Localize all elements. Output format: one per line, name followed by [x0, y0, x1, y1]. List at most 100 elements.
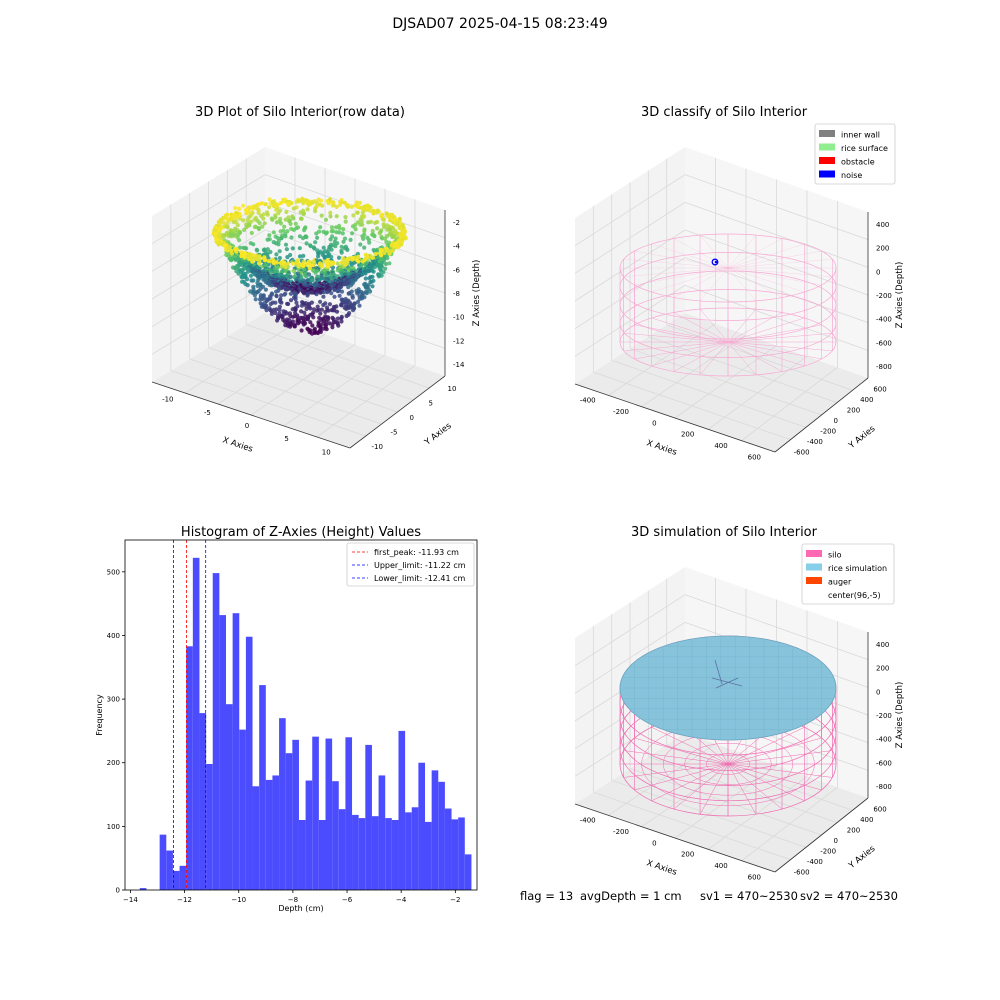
- y-tick-label: -600: [794, 449, 810, 457]
- x-tick-label: 0: [652, 419, 656, 427]
- data-point: [256, 202, 261, 207]
- data-point: [222, 243, 228, 248]
- data-point: [262, 256, 267, 261]
- data-point: [340, 231, 345, 236]
- silo-floor-spoke: [651, 763, 729, 801]
- z-tick-label: -6: [453, 266, 461, 274]
- legend-label: rice simulation: [828, 564, 887, 573]
- data-point: [239, 279, 245, 284]
- data-point: [383, 266, 388, 271]
- data-point: [301, 322, 306, 327]
- data-point: [329, 225, 335, 230]
- silo-floor-spoke: [727, 737, 822, 765]
- z-tick-label: -8: [453, 290, 460, 298]
- status-sv1: sv1 = 470~2530: [700, 889, 798, 903]
- data-point: [313, 270, 318, 275]
- data-point: [316, 254, 321, 259]
- plot-frame: [124, 539, 478, 891]
- silo-top-spoke: [623, 267, 729, 277]
- data-point: [293, 297, 298, 302]
- x-tick-label: 5: [284, 435, 288, 443]
- data-point: [229, 248, 234, 253]
- silo-top-spoke: [727, 267, 783, 298]
- histogram-bar: [464, 854, 472, 890]
- data-point: [249, 278, 254, 283]
- data-point: [359, 219, 364, 224]
- data-point: [366, 269, 372, 274]
- data-point: [383, 236, 388, 241]
- data-point: [370, 284, 375, 289]
- data-point: [241, 203, 246, 208]
- data-point: [326, 308, 331, 313]
- data-point: [319, 307, 324, 312]
- data-point: [315, 304, 320, 309]
- silo-top-spoke: [699, 235, 729, 269]
- data-point: [390, 212, 395, 218]
- data-point: [282, 260, 287, 265]
- data-point: [339, 289, 345, 294]
- data-point: [239, 250, 244, 255]
- data-point: [372, 234, 377, 239]
- y-tick-label: 5: [429, 400, 433, 408]
- data-point: [228, 258, 234, 263]
- data-point: [299, 216, 304, 221]
- data-point: [348, 237, 353, 242]
- panel-histogram: Histogram of Z-Axies (Height) Values −14 −…: [95, 525, 478, 913]
- data-point: [305, 293, 310, 298]
- histogram-bar: [232, 613, 240, 890]
- data-point: [339, 319, 344, 324]
- data-point: [340, 260, 345, 265]
- y-tick-label: 0: [116, 887, 120, 895]
- data-point: [358, 242, 363, 247]
- histogram-bar: [391, 820, 399, 890]
- data-point: [310, 278, 315, 283]
- legend-label: silo: [828, 551, 842, 560]
- y-tick-label: 200: [107, 759, 120, 767]
- status-flag: flag = 13: [520, 889, 574, 903]
- data-point: [370, 228, 375, 234]
- data-point: [350, 231, 355, 236]
- data-point: [361, 205, 366, 210]
- silo-top-spoke: [727, 267, 833, 277]
- data-point: [296, 267, 301, 272]
- histogram-bar: [318, 820, 326, 890]
- histogram-bar: [405, 812, 412, 890]
- data-point: [239, 254, 244, 259]
- data-point: [231, 220, 237, 225]
- data-point: [349, 262, 354, 267]
- data-point: [342, 236, 348, 241]
- histogram-bar: [292, 739, 299, 890]
- data-point: [314, 231, 319, 236]
- silo-floor-spoke: [727, 312, 783, 343]
- data-point: [325, 290, 330, 295]
- data-point: [349, 204, 354, 209]
- legend-box: [346, 542, 475, 587]
- x-axis-label: X Axies: [221, 435, 254, 455]
- data-point: [350, 308, 356, 313]
- z-tick-label: -14: [453, 361, 465, 369]
- data-point: [342, 200, 347, 205]
- x-tick-label: −12: [177, 896, 192, 904]
- data-point: [318, 225, 323, 230]
- data-point: [329, 254, 334, 259]
- data-point: [277, 249, 282, 254]
- data-point: [308, 306, 313, 311]
- data-point: [276, 242, 281, 247]
- data-point: [325, 264, 331, 269]
- data-point: [313, 209, 318, 214]
- legend-swatch: [819, 170, 835, 178]
- data-point: [329, 291, 334, 296]
- data-point: [337, 226, 342, 231]
- silo-floor-spoke: [673, 312, 729, 343]
- x-tick-label: −2: [450, 896, 460, 904]
- data-point: [275, 203, 280, 208]
- data-point: [382, 250, 387, 255]
- data-point: [331, 261, 336, 266]
- data-point: [311, 259, 316, 264]
- histogram-bar: [365, 744, 372, 890]
- data-point: [395, 220, 400, 225]
- floor-grid-line: [666, 324, 853, 391]
- data-point: [245, 217, 250, 223]
- silo-floor-spoke: [727, 763, 757, 815]
- data-point: [315, 308, 320, 313]
